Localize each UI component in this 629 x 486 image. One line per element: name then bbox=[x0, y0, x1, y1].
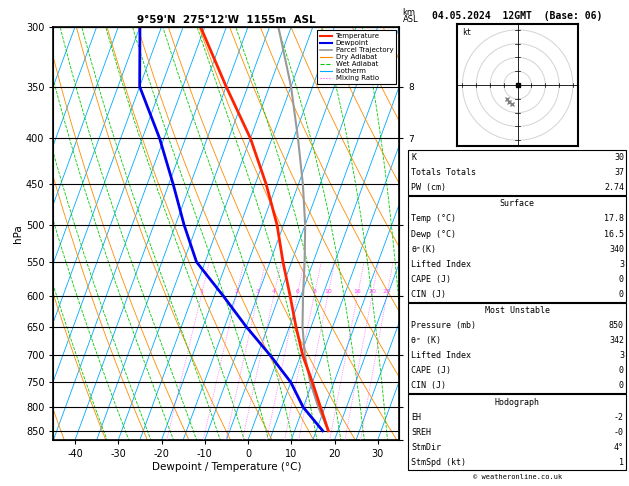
Text: 37: 37 bbox=[614, 168, 624, 177]
Text: 2.74: 2.74 bbox=[604, 183, 624, 192]
Text: Pressure (mb): Pressure (mb) bbox=[411, 321, 476, 330]
Text: -0: -0 bbox=[614, 428, 624, 437]
Text: SREH: SREH bbox=[411, 428, 431, 437]
Text: km: km bbox=[403, 8, 416, 17]
Text: Temp (°C): Temp (°C) bbox=[411, 214, 457, 224]
Text: StmDir: StmDir bbox=[411, 443, 442, 452]
Text: 16.5: 16.5 bbox=[604, 229, 624, 239]
Text: 2: 2 bbox=[234, 289, 238, 294]
Text: 342: 342 bbox=[609, 336, 624, 345]
Y-axis label: hPa: hPa bbox=[13, 224, 23, 243]
X-axis label: Dewpoint / Temperature (°C): Dewpoint / Temperature (°C) bbox=[152, 462, 301, 471]
Text: 1: 1 bbox=[619, 458, 624, 467]
Text: 0: 0 bbox=[619, 366, 624, 375]
Text: CAPE (J): CAPE (J) bbox=[411, 366, 452, 375]
Text: Totals Totals: Totals Totals bbox=[411, 168, 476, 177]
Text: CIN (J): CIN (J) bbox=[411, 382, 447, 390]
Text: 30: 30 bbox=[614, 153, 624, 162]
Text: StmSpd (kt): StmSpd (kt) bbox=[411, 458, 466, 467]
Text: θᵉ (K): θᵉ (K) bbox=[411, 336, 442, 345]
Text: -2: -2 bbox=[614, 413, 624, 422]
Text: 04.05.2024  12GMT  (Base: 06): 04.05.2024 12GMT (Base: 06) bbox=[433, 11, 603, 21]
Text: ASL: ASL bbox=[403, 15, 418, 24]
Text: 1: 1 bbox=[199, 289, 203, 294]
Text: 4: 4 bbox=[272, 289, 276, 294]
Text: Dewp (°C): Dewp (°C) bbox=[411, 229, 457, 239]
Title: 9°59'N  275°12'W  1155m  ASL: 9°59'N 275°12'W 1155m ASL bbox=[137, 15, 316, 25]
Text: Lifted Index: Lifted Index bbox=[411, 351, 471, 360]
Text: Hodograph: Hodograph bbox=[494, 398, 540, 407]
Text: © weatheronline.co.uk: © weatheronline.co.uk bbox=[473, 474, 562, 480]
Text: Lifted Index: Lifted Index bbox=[411, 260, 471, 269]
Text: 20: 20 bbox=[368, 289, 376, 294]
Text: K: K bbox=[411, 153, 416, 162]
Text: PW (cm): PW (cm) bbox=[411, 183, 447, 192]
Text: 340: 340 bbox=[609, 244, 624, 254]
Text: 0: 0 bbox=[619, 382, 624, 390]
Text: θᵉ(K): θᵉ(K) bbox=[411, 244, 437, 254]
Legend: Temperature, Dewpoint, Parcel Trajectory, Dry Adiabat, Wet Adiabat, Isotherm, Mi: Temperature, Dewpoint, Parcel Trajectory… bbox=[317, 30, 396, 84]
Text: kt: kt bbox=[462, 28, 472, 37]
Text: 6: 6 bbox=[295, 289, 299, 294]
Text: 25: 25 bbox=[383, 289, 391, 294]
Text: 4°: 4° bbox=[614, 443, 624, 452]
Text: Surface: Surface bbox=[499, 199, 535, 208]
Text: 850: 850 bbox=[609, 321, 624, 330]
Text: 3: 3 bbox=[256, 289, 260, 294]
Text: 3: 3 bbox=[619, 351, 624, 360]
Text: EH: EH bbox=[411, 413, 421, 422]
Text: Most Unstable: Most Unstable bbox=[484, 306, 550, 315]
Text: 17.8: 17.8 bbox=[604, 214, 624, 224]
Text: CAPE (J): CAPE (J) bbox=[411, 275, 452, 284]
Text: 0: 0 bbox=[619, 290, 624, 299]
Text: 16: 16 bbox=[353, 289, 361, 294]
Text: 8: 8 bbox=[312, 289, 316, 294]
Text: 10: 10 bbox=[324, 289, 331, 294]
Text: 0: 0 bbox=[619, 275, 624, 284]
Text: CIN (J): CIN (J) bbox=[411, 290, 447, 299]
Text: 3: 3 bbox=[619, 260, 624, 269]
Y-axis label: Mixing Ratio (g/kg): Mixing Ratio (g/kg) bbox=[429, 193, 438, 273]
